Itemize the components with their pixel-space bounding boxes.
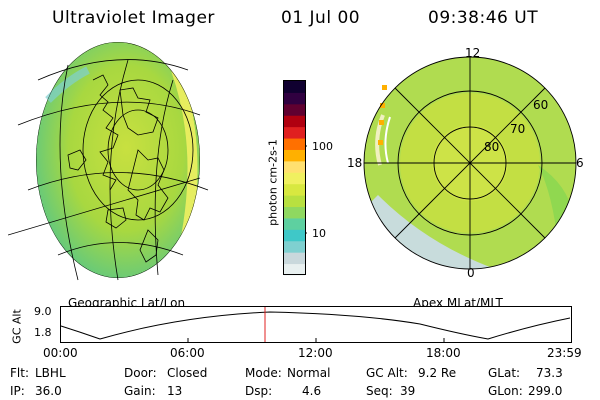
- mlt-label-18: 18: [347, 156, 363, 170]
- mlat-mlt-grid: [363, 56, 577, 270]
- colorbar-band: [284, 103, 305, 116]
- glat-value: 73.3: [536, 366, 563, 380]
- colorbar-band: [284, 240, 305, 253]
- mlat-label-70: 70: [510, 122, 526, 136]
- mlat-label-80: 80: [484, 140, 500, 154]
- flt-label: Flt:: [10, 366, 29, 380]
- date-label: 01 Jul 00: [281, 8, 361, 28]
- ip-value: 36.0: [35, 384, 62, 398]
- seq-label: Seq:: [366, 384, 393, 398]
- polar-image: [363, 56, 577, 270]
- colorbar-band: [284, 115, 305, 128]
- instrument-title: Ultraviolet Imager: [52, 8, 215, 28]
- colorbar-band: [284, 92, 305, 105]
- seq-value: 39: [400, 384, 416, 398]
- colorbar-tick-10: 10: [312, 227, 326, 240]
- ytick-9: 9.0: [34, 305, 52, 318]
- mlt-label-12: 12: [465, 46, 481, 60]
- colorbar-band: [284, 183, 305, 196]
- colorbar-band: [284, 172, 305, 185]
- mlat-label-60: 60: [533, 98, 549, 112]
- ytick-1-8: 1.8: [34, 326, 52, 339]
- latlon-grid: [8, 42, 209, 281]
- door-value: Closed: [167, 366, 208, 380]
- mlt-label-0: 0: [467, 266, 475, 280]
- colorbar-band: [284, 263, 305, 276]
- gcalt-label: GC Alt:: [366, 366, 408, 380]
- gcalt-value: 9.2 Re: [418, 366, 457, 380]
- glat-label: GLat:: [488, 366, 521, 380]
- altitude-timeline: [60, 306, 572, 343]
- xtick-0000: 00:00: [43, 346, 78, 360]
- door-label: Door:: [124, 366, 157, 380]
- dsp-label: Dsp:: [245, 384, 273, 398]
- ip-label: IP:: [10, 384, 25, 398]
- colorbar-label: photon cm-2s-1: [266, 139, 280, 226]
- gain-value: 13: [167, 384, 183, 398]
- colorbar: [283, 80, 307, 276]
- colorbar-band: [284, 81, 305, 93]
- colorbar-band: [284, 160, 305, 173]
- colorbar-band: [284, 206, 305, 219]
- timeline-ylabel: GC Alt: [10, 309, 24, 344]
- colorbar-band: [284, 229, 305, 242]
- colorbar-band: [284, 138, 305, 150]
- mlt-label-6: 6: [576, 156, 584, 170]
- flt-value: LBHL: [35, 366, 66, 380]
- dsp-value: 4.6: [302, 384, 322, 398]
- mode-value: Normal: [287, 366, 331, 380]
- time-label: 09:38:46 UT: [428, 8, 539, 28]
- geographic-image: [8, 42, 209, 281]
- colorbar-band: [284, 217, 305, 230]
- glon-value: 299.0: [528, 384, 563, 398]
- colorbar-band: [284, 252, 305, 265]
- xtick-2359: 23:59: [547, 346, 582, 360]
- xtick-1200: 12:00: [298, 346, 333, 360]
- colorbar-tick-100: 100: [312, 140, 333, 153]
- colorbar-band: [284, 195, 305, 208]
- gain-label: Gain:: [124, 384, 156, 398]
- colorbar-band: [284, 149, 305, 162]
- glon-label: GLon:: [488, 384, 523, 398]
- xtick-1800: 18:00: [426, 346, 461, 360]
- colorbar-band: [284, 126, 305, 139]
- mode-label: Mode:: [245, 366, 282, 380]
- xtick-0600: 06:00: [170, 346, 205, 360]
